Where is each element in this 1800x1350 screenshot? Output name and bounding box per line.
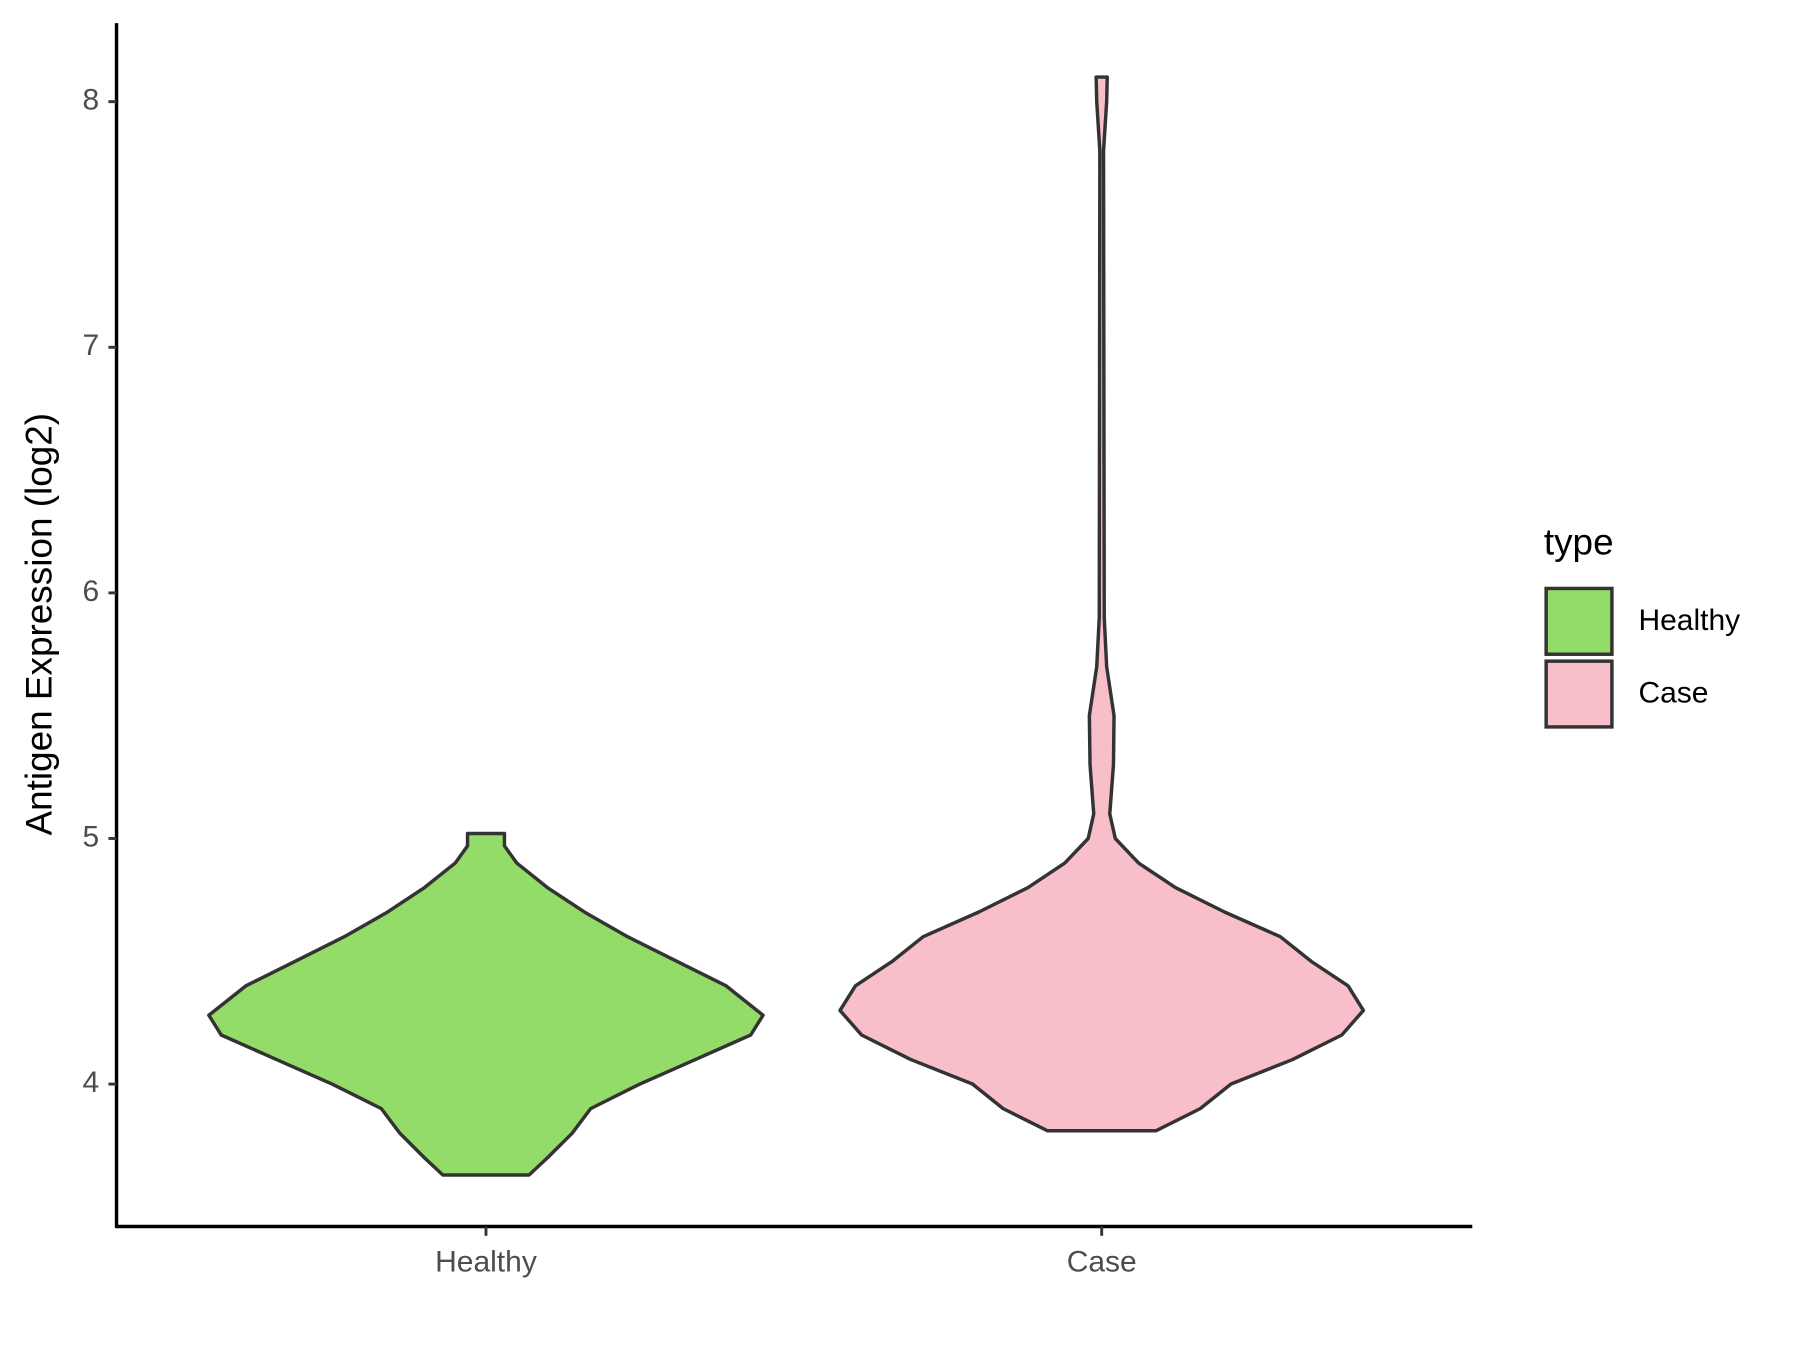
violin	[838, 75, 1366, 1133]
y-tick-label: 6	[83, 575, 100, 608]
x-tick-label: Healthy	[435, 1245, 537, 1278]
legend-swatch	[1544, 659, 1614, 729]
legend-label: Healthy	[1638, 604, 1740, 637]
violin	[207, 831, 765, 1177]
y-tick-label: 8	[83, 84, 100, 117]
y-tick-label: 5	[83, 820, 100, 853]
y-tick-label: 4	[83, 1066, 100, 1099]
y-axis-title: Antigen Expression (log2)	[18, 413, 59, 836]
x-tick-label: Case	[1067, 1245, 1137, 1278]
legend-swatch	[1544, 586, 1614, 656]
y-tick-label: 7	[83, 329, 100, 362]
legend-title: type	[1544, 521, 1614, 562]
legend-label: Case	[1638, 677, 1708, 710]
